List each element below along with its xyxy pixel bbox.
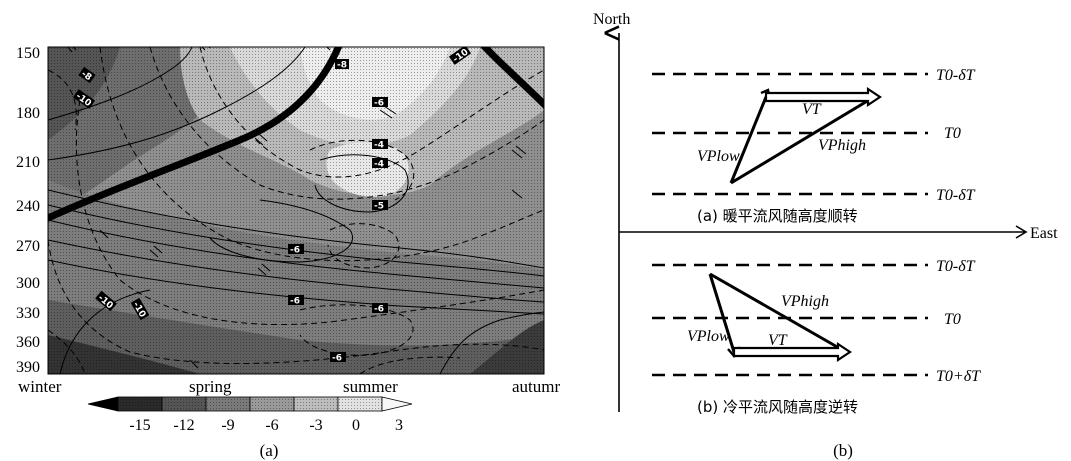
y-tick-label: 150 bbox=[16, 45, 40, 62]
contour-label: -8 bbox=[79, 69, 93, 83]
label-vt-bottom: VT bbox=[768, 332, 788, 349]
isotherm-label-top: T0-δT bbox=[936, 67, 976, 84]
y-axis: 150 180 210 240 270 300 330 360 390 bbox=[16, 45, 40, 376]
colorbar-tick: -15 bbox=[129, 417, 150, 434]
label-vphigh-top: VPhigh bbox=[818, 137, 866, 154]
label-vt-top: VT bbox=[802, 101, 822, 118]
colorbar-tick: -3 bbox=[309, 417, 322, 434]
contour-label: -6 bbox=[290, 297, 300, 307]
caption-top-diagram: (a) 暖平流风随高度顺转 bbox=[697, 207, 858, 225]
vector-vt-top bbox=[764, 86, 882, 108]
east-arrow-icon bbox=[1015, 225, 1028, 239]
caption-b: (b) bbox=[833, 441, 853, 460]
x-label-summer: summer bbox=[343, 377, 398, 396]
x-axis: winter spring summer autumr bbox=[18, 377, 560, 396]
colorbar-tick: -6 bbox=[265, 417, 278, 434]
panel-b-diagram: North East T0-δT T0 T0-δT VT VPlow VPhig… bbox=[593, 11, 1058, 460]
label-vphigh-bottom: VPhigh bbox=[781, 293, 829, 310]
x-label-winter: winter bbox=[18, 377, 62, 396]
contour-label: -6 bbox=[332, 354, 342, 364]
vector-vphigh-bottom bbox=[709, 272, 847, 354]
axis-label-north: North bbox=[593, 11, 630, 28]
colorbar-tick: 0 bbox=[352, 417, 360, 434]
contour-label: -6 bbox=[290, 246, 300, 256]
plot-frame bbox=[47, 46, 545, 375]
vector-vt-bottom bbox=[732, 341, 852, 363]
colorbar-tick: -9 bbox=[221, 417, 234, 434]
isotherm-label-mid-2: T0 bbox=[944, 311, 961, 328]
y-tick-label: 240 bbox=[16, 198, 40, 215]
y-tick-label: 270 bbox=[16, 238, 40, 255]
label-vplow-bottom: VPlow bbox=[687, 328, 730, 345]
caption-a: (a) bbox=[260, 441, 279, 460]
panel-a-plot: -8 -6 -4 -4 -5 -6 -6 -6 -6 -10 -10 -10 -… bbox=[48, 47, 544, 374]
colorbar-tick: 3 bbox=[395, 417, 403, 434]
axis-label-east: East bbox=[1030, 225, 1058, 242]
contour-label: -5 bbox=[374, 202, 384, 212]
y-tick-label: 210 bbox=[16, 154, 40, 171]
y-tick-label: 330 bbox=[16, 305, 40, 322]
contour-label: -6 bbox=[374, 305, 384, 315]
y-tick-label: 300 bbox=[16, 275, 40, 292]
vector-vphigh-top bbox=[730, 95, 875, 185]
label-vplow-top: VPlow bbox=[697, 148, 740, 165]
vector-vplow-top bbox=[729, 96, 768, 184]
contour-label: -6 bbox=[374, 99, 384, 109]
vector-vplow-bottom bbox=[708, 273, 736, 353]
y-tick-label: 180 bbox=[16, 105, 40, 122]
isotherm-label-top-2: T0-δT bbox=[936, 258, 976, 275]
contour-label: -4 bbox=[374, 141, 384, 151]
y-tick-label: 360 bbox=[16, 334, 40, 351]
x-label-autumn: autumr bbox=[512, 377, 560, 396]
contour-label: -4 bbox=[374, 160, 384, 170]
isotherm-label-bottom: T0-δT bbox=[936, 187, 976, 204]
contour-label: -8 bbox=[337, 61, 347, 71]
x-label-spring: spring bbox=[189, 377, 232, 396]
colorbar-tick: -12 bbox=[173, 417, 194, 434]
isotherm-label-bottom-2: T0+δT bbox=[936, 368, 981, 385]
caption-bottom-diagram: (b) 冷平流风随高度逆转 bbox=[697, 398, 858, 416]
isotherm-label-mid: T0 bbox=[944, 125, 961, 142]
colorbar: -15 -12 -9 -6 -3 0 3 bbox=[87, 396, 413, 434]
y-tick-label: 390 bbox=[16, 359, 40, 376]
